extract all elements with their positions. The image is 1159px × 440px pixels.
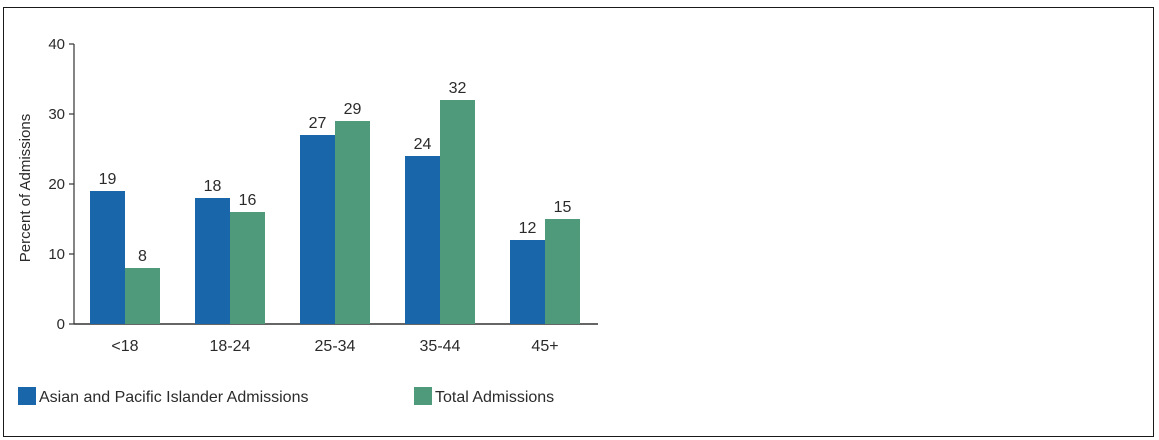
bar-asian-pacific-islander-4 <box>510 240 545 324</box>
value-label: 27 <box>309 115 327 132</box>
value-label: 12 <box>519 220 537 237</box>
bar-asian-pacific-islander-3 <box>405 156 440 324</box>
y-tick-label: 0 <box>57 316 65 333</box>
y-tick-label: 30 <box>48 106 65 123</box>
bar-total-0 <box>125 268 160 324</box>
bar-total-4 <box>545 219 580 324</box>
x-tick-label: <18 <box>111 338 138 355</box>
x-axis: <18 18-24 25-34 35-44 45+ <box>74 323 598 355</box>
y-tick-label: 20 <box>48 176 65 193</box>
legend-swatch <box>414 387 432 405</box>
y-tick-label: 10 <box>48 246 65 263</box>
value-labels: 19 8 18 16 27 29 24 32 12 15 <box>99 80 572 265</box>
x-tick-label: 35-44 <box>420 338 461 355</box>
y-tick-label: 40 <box>48 36 65 53</box>
x-tick-label: 25-34 <box>315 338 356 355</box>
x-tick-label: 18-24 <box>210 338 251 355</box>
y-axis-title: Percent of Admissions <box>17 114 34 262</box>
y-axis: 0 10 20 30 40 <box>48 36 75 333</box>
value-label: 15 <box>554 199 572 216</box>
bar-asian-pacific-islander-0 <box>90 191 125 324</box>
legend: Asian and Pacific Islander Admissions Tot… <box>18 387 554 406</box>
legend-label: Total Admissions <box>435 389 554 406</box>
bar-asian-pacific-islander-1 <box>195 198 230 324</box>
value-label: 16 <box>239 192 257 209</box>
legend-swatch <box>18 387 36 405</box>
bar-total-2 <box>335 121 370 324</box>
bars <box>90 100 580 324</box>
bar-asian-pacific-islander-2 <box>300 135 335 324</box>
value-label: 24 <box>414 136 432 153</box>
value-label: 18 <box>204 178 222 195</box>
x-tick-label: 45+ <box>531 338 558 355</box>
value-label: 32 <box>449 80 467 97</box>
bar-total-3 <box>440 100 475 324</box>
value-label: 8 <box>138 248 147 265</box>
legend-label: Asian and Pacific Islander Admissions <box>39 389 308 406</box>
value-label: 29 <box>344 101 362 118</box>
bar-total-1 <box>230 212 265 324</box>
value-label: 19 <box>99 171 117 188</box>
